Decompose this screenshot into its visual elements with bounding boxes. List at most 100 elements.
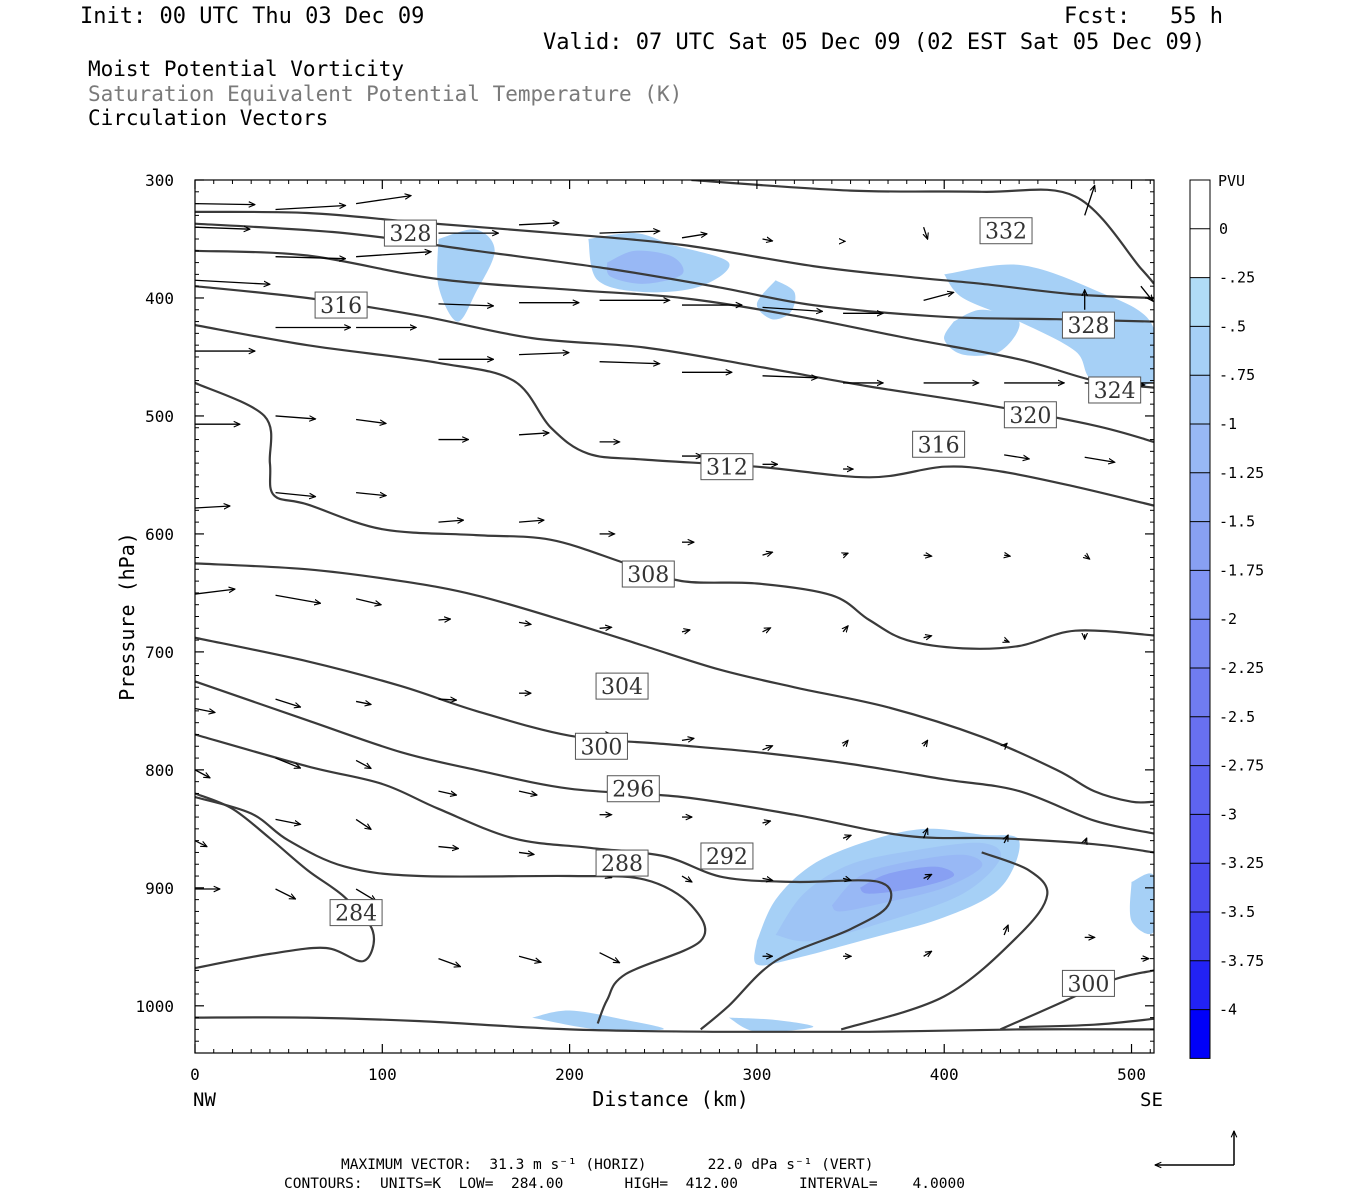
y-tick-label-5: 800 [145, 761, 174, 780]
contour-288-11 [195, 795, 707, 1024]
vector-22 [356, 252, 431, 258]
vector-95 [923, 636, 932, 638]
colorbar-label-4: -1 [1219, 415, 1237, 433]
x-tick-label-1: 100 [368, 1065, 397, 1084]
colorbar-cell-6 [1190, 472, 1210, 522]
colorbar-cell-17 [1190, 1009, 1210, 1059]
vector-45 [518, 520, 544, 522]
colorbar-label-7: -1.75 [1219, 561, 1264, 579]
vector-96 [924, 740, 928, 746]
y-tick-label-4: 700 [145, 643, 174, 662]
vector-1 [195, 227, 250, 229]
x-end-label-nw: NW [193, 1089, 216, 1111]
contour-label-11: 296 [612, 778, 654, 803]
colorbar-cell-13 [1190, 814, 1210, 864]
vector-37 [438, 699, 456, 700]
vector-8 [195, 769, 210, 778]
colorbar-cell-2 [1190, 277, 1210, 327]
vector-53 [599, 362, 660, 364]
contour-label-15: 300 [1067, 972, 1109, 997]
y-tick-label-7: 1000 [135, 997, 174, 1016]
vector-69 [681, 875, 692, 882]
field-title-mpv: Moist Potential Vorticity [88, 57, 405, 81]
vector-61 [681, 234, 707, 239]
colorbar-cell-10 [1190, 668, 1210, 717]
colorbar-cell-15 [1190, 912, 1210, 961]
vector-48 [518, 790, 537, 795]
vector-20 [275, 888, 296, 899]
vector-56 [599, 627, 612, 628]
x-axis-label: Distance (km) [592, 1087, 749, 1111]
contour-292-16 [195, 1016, 1154, 1034]
contour-label-12: 292 [706, 845, 748, 870]
x-tick-label-3: 300 [742, 1065, 771, 1084]
contour-info-note: CONTOURS: UNITS=K LOW= 284.00 HIGH= 412.… [284, 1176, 965, 1192]
vector-104 [1004, 743, 1007, 746]
vector-28 [355, 759, 371, 768]
contour-label-box-4 [1088, 376, 1142, 404]
vector-46 [518, 622, 531, 624]
vector-51 [599, 231, 660, 233]
vector-76 [762, 746, 773, 750]
pv-region-10 [437, 229, 495, 322]
vector-99 [923, 951, 932, 956]
vector-66 [681, 630, 690, 632]
vector-90 [924, 226, 928, 239]
vector-107 [1084, 185, 1095, 216]
y-tick-label-3: 600 [145, 525, 174, 544]
y-axis-label: Pressure (hPa) [115, 532, 139, 701]
vector-67 [681, 738, 694, 740]
colorbar-cell-3 [1190, 326, 1210, 376]
pv-region-11 [728, 1017, 814, 1033]
colorbar-cell-12 [1190, 765, 1210, 815]
vector-27 [355, 701, 371, 704]
colorbar-cell-9 [1190, 619, 1210, 668]
vector-38 [438, 790, 456, 795]
vector-97 [924, 828, 928, 839]
colorbar-label-1: -.25 [1219, 269, 1255, 287]
vector-106 [1004, 925, 1008, 936]
contour-label-box-0 [383, 219, 437, 247]
vector-24 [355, 418, 386, 423]
colorbar-label-15: -3.75 [1219, 952, 1264, 970]
vector-87 [842, 835, 851, 838]
contour-label-box-8 [621, 560, 675, 588]
vector-111 [1085, 555, 1090, 559]
colorbar-label-14: -3.5 [1219, 903, 1255, 921]
contour-320-3 [195, 249, 1154, 389]
vector-43 [519, 353, 569, 355]
vector-86 [843, 740, 848, 746]
colorbar-cell-11 [1190, 716, 1210, 766]
vector-91 [923, 292, 954, 301]
contour-label-6: 316 [918, 433, 960, 458]
vector-84 [843, 553, 848, 555]
colorbar-label-11: -2.75 [1219, 757, 1264, 775]
vector-60 [599, 952, 620, 963]
field-title-vectors: Circulation Vectors [88, 106, 329, 130]
contour-304-7 [195, 562, 1154, 804]
vector-36 [438, 619, 450, 620]
contour-label-box-5 [1003, 401, 1057, 429]
vector-6 [195, 589, 235, 595]
contour-label-box-1 [979, 217, 1033, 245]
contour-292-10 [195, 733, 893, 1031]
vector-30 [355, 888, 376, 901]
colorbar-label-10: -2.5 [1219, 708, 1255, 726]
vector-103 [1004, 640, 1009, 642]
contour-296-9 [195, 680, 1154, 854]
contour-324-2 [195, 222, 1154, 323]
vector-113 [1085, 838, 1087, 843]
colorbar-cell-5 [1190, 424, 1210, 473]
pv-shading [437, 229, 1154, 1033]
contour-label-box-6 [912, 430, 966, 458]
vector-44 [518, 433, 549, 435]
contour-label-2: 316 [320, 294, 362, 319]
vector-49 [518, 852, 534, 854]
init-time: Init: 00 UTC Thu 03 Dec 09 [80, 4, 425, 29]
contour-label-box-12 [700, 842, 754, 870]
vector-16 [275, 594, 321, 603]
colorbar-title: PVU [1218, 172, 1245, 190]
vector-19 [275, 818, 301, 824]
colorbar-cell-14 [1190, 863, 1210, 912]
contour-label-3: 328 [1067, 314, 1109, 339]
